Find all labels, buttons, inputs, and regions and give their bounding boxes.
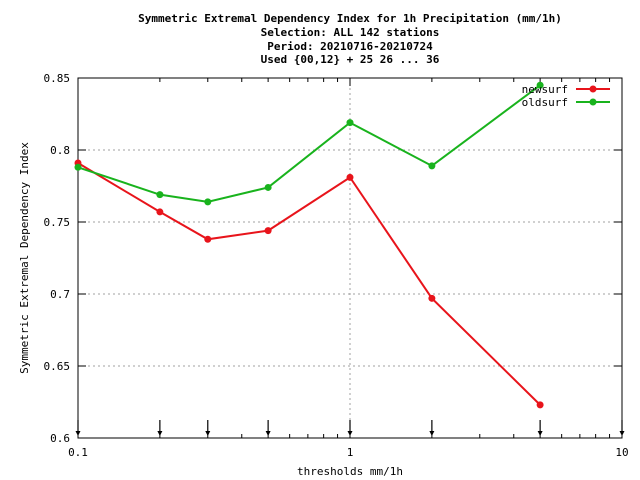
legend-label-oldsurf: oldsurf <box>522 96 568 109</box>
series-line-newsurf <box>77 162 541 406</box>
y-tick-label: 0.65 <box>44 360 71 373</box>
legend-marker-oldsurf <box>589 98 597 106</box>
series-oldsurf <box>74 81 544 206</box>
threshold-marker-arrow <box>265 431 271 436</box>
x-tick-label: 1 <box>347 446 354 459</box>
series-newsurf <box>74 159 544 409</box>
data-point-newsurf <box>264 227 272 235</box>
title-line-1: Symmetric Extremal Dependency Index for … <box>138 12 562 25</box>
threshold-marker-arrow <box>75 431 81 436</box>
series-layer <box>74 81 544 409</box>
title-line-3: Period: 20210716-20210724 <box>267 40 433 53</box>
series-line-oldsurf <box>77 84 541 203</box>
data-point-newsurf <box>346 173 354 181</box>
x-tick-label: 10 <box>615 446 628 459</box>
threshold-marker-arrow <box>429 431 435 436</box>
data-point-newsurf <box>536 401 544 409</box>
title-line-2: Selection: ALL 142 stations <box>261 26 440 39</box>
threshold-marker-arrow <box>537 431 543 436</box>
chart-title: Symmetric Extremal Dependency Index for … <box>138 12 562 66</box>
title-line-4: Used {00,12} + 25 26 ... 36 <box>261 53 440 66</box>
data-point-oldsurf <box>156 191 164 199</box>
data-point-oldsurf <box>536 81 544 89</box>
data-point-oldsurf <box>346 119 354 127</box>
threshold-marker-arrow <box>205 431 211 436</box>
x-tick-labels: 0.1 1 10 <box>68 446 629 459</box>
y-tick-label: 0.75 <box>44 216 71 229</box>
grid <box>78 78 622 438</box>
y-tick-label: 0.8 <box>50 144 70 157</box>
x-tick-label: 0.1 <box>68 446 88 459</box>
threshold-marker-arrow <box>157 431 163 436</box>
threshold-marker-arrow <box>347 431 353 436</box>
y-tick-label: 0.6 <box>50 432 70 445</box>
y-tick-label: 0.7 <box>50 288 70 301</box>
y-axis-label: Symmetric Extremal Dependency Index <box>18 142 31 374</box>
x-threshold-markers <box>75 420 625 436</box>
data-point-oldsurf <box>428 162 436 170</box>
legend-label-newsurf: newsurf <box>522 83 568 96</box>
data-point-oldsurf <box>264 183 272 191</box>
data-point-oldsurf <box>204 198 212 206</box>
data-point-oldsurf <box>74 163 82 171</box>
threshold-marker-arrow <box>619 431 625 436</box>
y-tick-label: 0.85 <box>44 72 71 85</box>
data-point-newsurf <box>428 294 436 302</box>
x-axis-label: thresholds mm/1h <box>297 465 403 478</box>
legend-marker-newsurf <box>589 85 597 93</box>
data-point-newsurf <box>156 208 164 216</box>
y-tick-labels: 0.6 0.65 0.7 0.75 0.8 0.85 <box>44 72 71 445</box>
data-point-newsurf <box>204 235 212 243</box>
